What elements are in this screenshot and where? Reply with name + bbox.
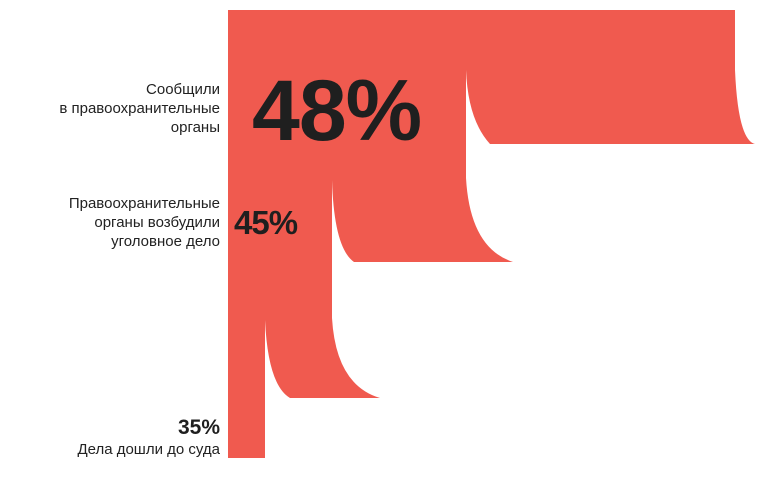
stage3-value: 35% — [177, 416, 220, 439]
funnel-band-case-opened — [228, 178, 513, 318]
funnel-band-to-court — [228, 318, 380, 458]
stage2-value: 45% — [234, 204, 298, 241]
funnel-band-reported — [228, 10, 755, 178]
stage2-label-line2: органы возбудили — [94, 214, 220, 231]
stage1-label-line3: органы — [170, 119, 220, 136]
stage1-label-line2: в правоохранительные — [59, 100, 220, 117]
stage1-label: Сообщили в правоохранительные органы — [59, 80, 220, 137]
stage1-value: 48% — [252, 63, 422, 159]
stage3-caption: Дела дошли до суда — [77, 441, 220, 458]
stage2-label: Правоохранительные органы возбудили угол… — [69, 194, 220, 251]
stage1-label-line1: Сообщили — [146, 81, 220, 98]
stage2-label-line3: уголовное дело — [111, 233, 220, 250]
stage3-label: 35% Дела дошли до суда — [77, 416, 220, 459]
stage2-label-line1: Правоохранительные — [68, 195, 220, 212]
